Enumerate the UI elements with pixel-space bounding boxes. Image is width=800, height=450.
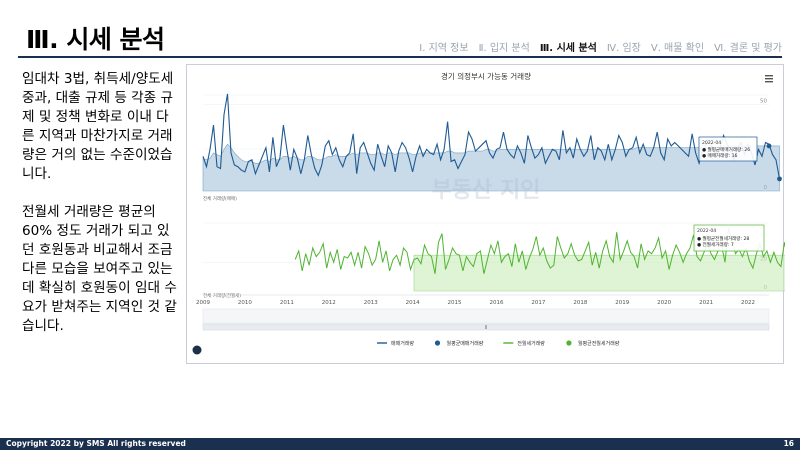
x-tick-label: 2011: [280, 300, 294, 306]
x-tick-label: 2015: [448, 300, 462, 306]
tab-price-analysis[interactable]: Ⅲ. 시세 분석: [539, 43, 597, 54]
series-area-avg-rent: [413, 254, 785, 292]
analysis-paragraph-2: 전월세 거래량은 평균의 60% 정도 거래가 되고 있던 호원동과 비교해서 …: [22, 204, 177, 334]
x-tick-label: 2022: [741, 300, 755, 306]
tooltip-date-rent: 2022-04: [697, 228, 716, 234]
tab-location-analysis[interactable]: Ⅱ. 입지 분석: [478, 43, 530, 54]
chart-svg: 경기 의정부시 가능동 거래량부동산 지인050전체 거래량(매매)2022-0…: [192, 71, 785, 355]
x-tick-label: 2020: [657, 300, 671, 306]
tooltip-item-sale: ● 월평균매매거래량: 26: [702, 146, 750, 153]
x-tick-label: 2009: [196, 300, 210, 306]
axis-label-rent: 전체 거래량(전월세): [203, 292, 241, 299]
tooltip-box-rent: [693, 224, 765, 252]
series-line-sale: [202, 93, 781, 179]
x-tick-label: 2018: [573, 300, 587, 306]
legend-swatch-dot: [566, 340, 572, 346]
tooltip-box-sale: [698, 136, 758, 162]
tab-region-info[interactable]: Ⅰ. 지역 정보: [419, 43, 469, 54]
y-tick-label-sale: 50: [760, 98, 767, 104]
scrollbar-grip-icon: ⦀: [485, 325, 487, 331]
tab-conclusion[interactable]: Ⅵ. 결론 및 평가: [714, 43, 782, 54]
tooltip-item-rent: ● 전월세거래량: 7: [697, 241, 734, 248]
legend-label[interactable]: 매매거래량: [391, 340, 414, 347]
x-tick-label: 2019: [615, 300, 629, 306]
point-last-sale: [777, 176, 782, 182]
section-nav: Ⅰ. 지역 정보 Ⅱ. 입지 분석 Ⅲ. 시세 분석 Ⅳ. 임장 Ⅴ. 매물 확…: [419, 39, 782, 54]
tab-site-visit[interactable]: Ⅳ. 임장: [606, 43, 641, 54]
legend-label[interactable]: 전월세거래량: [517, 340, 545, 347]
x-tick-label: 2017: [531, 300, 545, 306]
navigator-track: [202, 308, 770, 324]
page-title: Ⅲ. 시세 분석: [26, 25, 165, 54]
hamburger-menu-icon[interactable]: [765, 75, 773, 83]
analysis-text: 임대차 3법, 취득세/양도세 중과, 대출 규제 등 각종 규제 및 정책 변…: [22, 70, 180, 355]
legend-label[interactable]: 월평균매매거래량: [447, 340, 484, 347]
legend-label[interactable]: 월평균전월세거래량: [578, 340, 620, 347]
x-tick-label: 2010: [238, 300, 252, 306]
copyright-text: Copyright 2022 by SMS All rights reserve…: [6, 439, 186, 448]
settings-icon[interactable]: [192, 345, 202, 355]
page-number: 16: [783, 439, 794, 448]
footer-bar: Copyright 2022 by SMS All rights reserve…: [0, 438, 800, 450]
header-divider: [18, 56, 782, 58]
chart-title: 경기 의정부시 가능동 거래량: [441, 71, 531, 81]
analysis-paragraph-1: 임대차 3법, 취득세/양도세 중과, 대출 규제 등 각종 규제 및 정책 변…: [22, 71, 174, 182]
x-tick-label: 2012: [322, 300, 336, 306]
tooltip-date-sale: 2022-04: [702, 140, 721, 146]
x-tick-label: 2016: [489, 300, 503, 306]
axis-label-sale: 전체 거래량(매매): [203, 195, 237, 202]
x-tick-label: 2014: [406, 300, 420, 306]
tooltip-item-rent: ● 월평균전월세거래량: 28: [697, 235, 749, 242]
legend-swatch-dot: [434, 340, 441, 346]
point-avg-sale: [766, 143, 772, 149]
trade-volume-chart: 경기 의정부시 가능동 거래량부동산 지인050전체 거래량(매매)2022-0…: [186, 64, 785, 364]
x-tick-label: 2021: [699, 300, 713, 306]
scrollbar-track[interactable]: [202, 323, 770, 331]
x-tick-label: 2013: [364, 300, 378, 306]
tab-listing-check[interactable]: Ⅴ. 매물 확인: [650, 43, 705, 54]
tooltip-item-sale: ● 매매거래량: 16: [702, 152, 738, 159]
